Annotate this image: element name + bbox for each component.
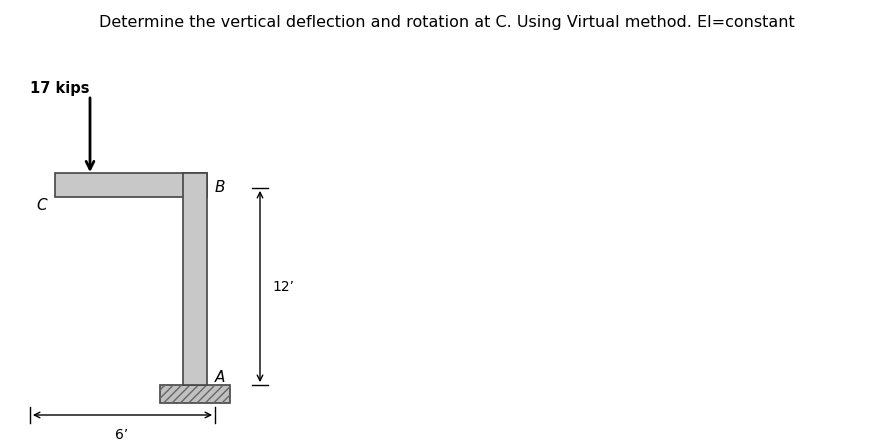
Bar <box>55 173 207 197</box>
Text: B: B <box>215 181 225 195</box>
Text: 12’: 12’ <box>272 280 293 294</box>
Bar <box>160 385 230 403</box>
Text: C: C <box>37 198 47 212</box>
Text: A: A <box>215 371 225 385</box>
Bar <box>160 385 230 403</box>
Text: 6’: 6’ <box>115 428 129 442</box>
Text: 17 kips: 17 kips <box>30 80 89 96</box>
Text: Determine the vertical deflection and rotation at C. Using Virtual method. El=co: Determine the vertical deflection and ro… <box>99 14 794 30</box>
Bar <box>182 173 207 385</box>
